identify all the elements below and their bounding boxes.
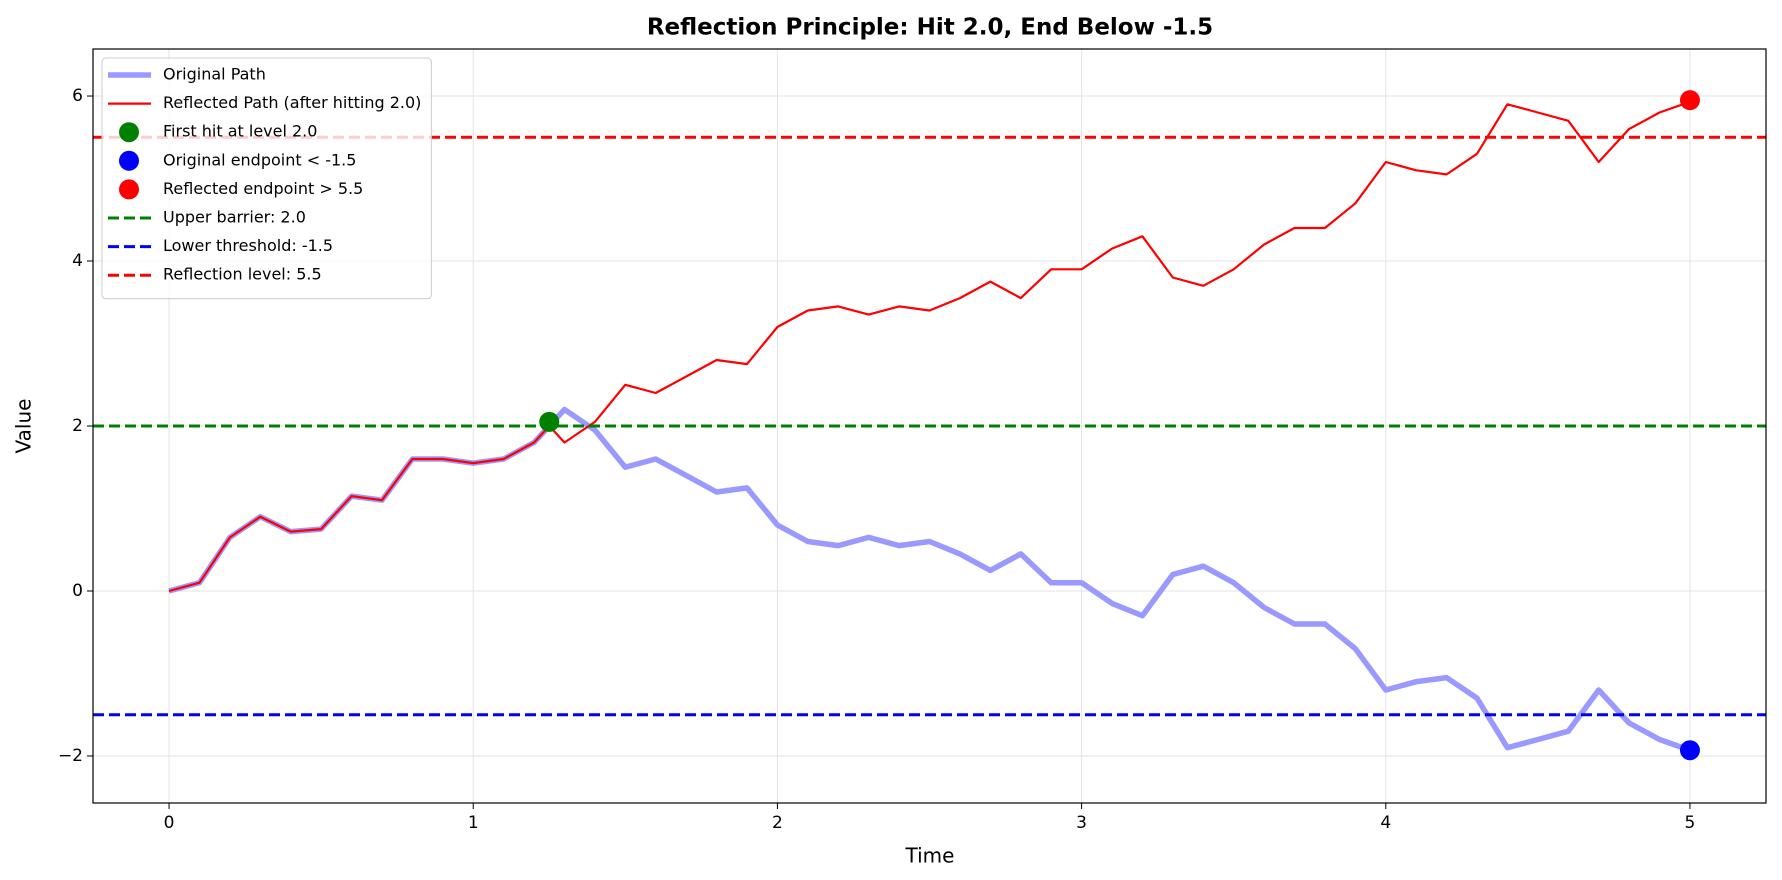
legend-box [101,57,432,300]
legend-label: Original Path [163,65,266,84]
legend-marker [119,122,139,143]
legend-label: Upper barrier: 2.0 [163,208,306,227]
x-axis-label: Time [905,844,955,868]
y-tick-label: −2 [58,746,83,766]
legend-label: Reflected Path (after hitting 2.0) [163,93,421,112]
legend-marker [119,179,139,200]
y-tick-label: 2 [72,416,83,436]
legend-marker [119,150,139,171]
x-tick-label: 4 [1380,813,1391,833]
legend-label: Original endpoint < -1.5 [163,150,356,169]
y-tick-label: 4 [72,251,83,271]
x-tick-label: 0 [164,813,175,833]
y-axis-label: Value [12,399,36,454]
x-tick-label: 5 [1685,813,1696,833]
marker-point [1679,740,1700,761]
legend: Original Path Reflected Path (after hitti… [101,57,432,300]
plot-frame [92,48,1767,804]
chart-title: Reflection Principle: Hit 2.0, End Below… [647,15,1213,41]
y-tick-label: 0 [72,581,83,601]
series-line [168,100,1691,593]
legend-label: First hit at level 2.0 [163,122,317,141]
marker-point [1679,90,1700,111]
x-tick-label: 2 [772,813,783,833]
marker-point [539,411,560,432]
y-tick-label: 6 [72,86,83,106]
legend-label: Reflected endpoint > 5.5 [163,179,363,198]
series-line [168,406,1691,753]
x-tick-label: 1 [468,813,479,833]
legend-label: Reflection level: 5.5 [163,265,322,284]
legend-label: Lower threshold: -1.5 [163,236,333,255]
x-tick-label: 3 [1076,813,1087,833]
